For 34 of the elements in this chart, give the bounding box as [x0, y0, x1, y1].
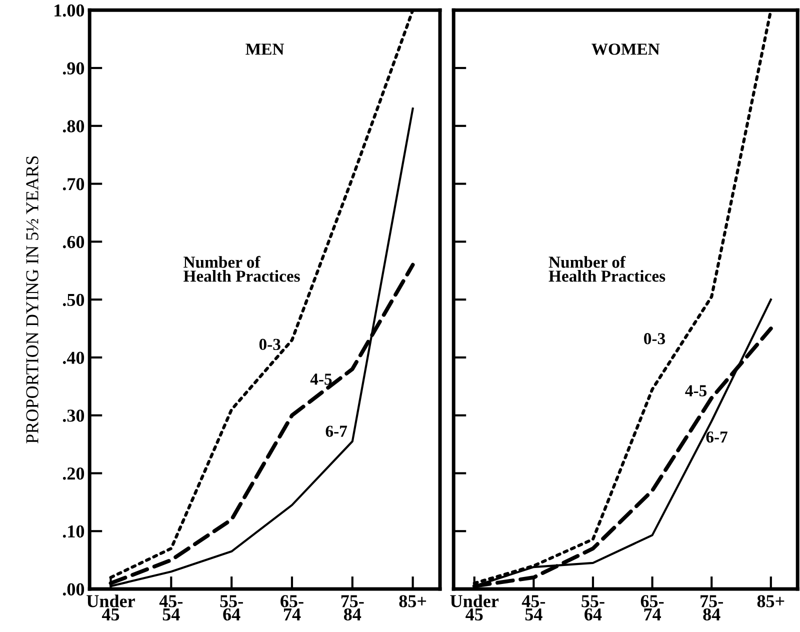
x-tick-label: 45- 54 [522, 595, 546, 621]
x-tick-label: 45- 54 [159, 595, 183, 621]
y-tick-label: .30 [62, 410, 84, 422]
y-tick-label: .20 [62, 468, 84, 480]
y-tick-label: .90 [62, 62, 84, 75]
x-tick-label: 75- 84 [700, 595, 723, 621]
y-axis-title: PROPORTION DYING IN 5½ YEARS [26, 156, 38, 444]
x-tick-label: 75- 84 [341, 595, 364, 621]
y-tick-label: .50 [62, 294, 84, 306]
annotation: Number of Health Practices [184, 256, 300, 282]
x-tick-label: 55- 64 [220, 595, 243, 621]
y-tick-label: .60 [62, 236, 84, 248]
series-label: 6-7 [326, 426, 348, 437]
x-tick-label: 55- 64 [582, 595, 604, 621]
x-tick-label: 85+ [399, 595, 426, 608]
y-tick-label: .10 [62, 525, 84, 538]
x-tick-label: Under 45 [86, 594, 135, 621]
annotation: Number of Health Practices [548, 256, 666, 282]
series-label: 0-3 [259, 338, 280, 350]
series-label: 6-7 [706, 431, 728, 443]
text: MEN [246, 44, 284, 55]
y-tick-label: 1.00 [54, 4, 84, 17]
x-tick-label: 65- 74 [640, 595, 664, 620]
y-tick-label: .80 [62, 120, 84, 132]
x-tick-label: 65- 74 [280, 595, 304, 620]
x-tick-label: 85+ [757, 595, 784, 608]
series-label: 0-3 [644, 333, 666, 344]
y-tick-label: .40 [62, 352, 84, 364]
x-tick-label: Under 45 [450, 594, 499, 621]
series-label: 4-5 [310, 374, 332, 385]
y-tick-label: .70 [62, 178, 84, 190]
y-tick-label: .00 [62, 583, 84, 596]
text: WOMEN [592, 44, 660, 55]
series-label: 4-5 [685, 385, 707, 396]
